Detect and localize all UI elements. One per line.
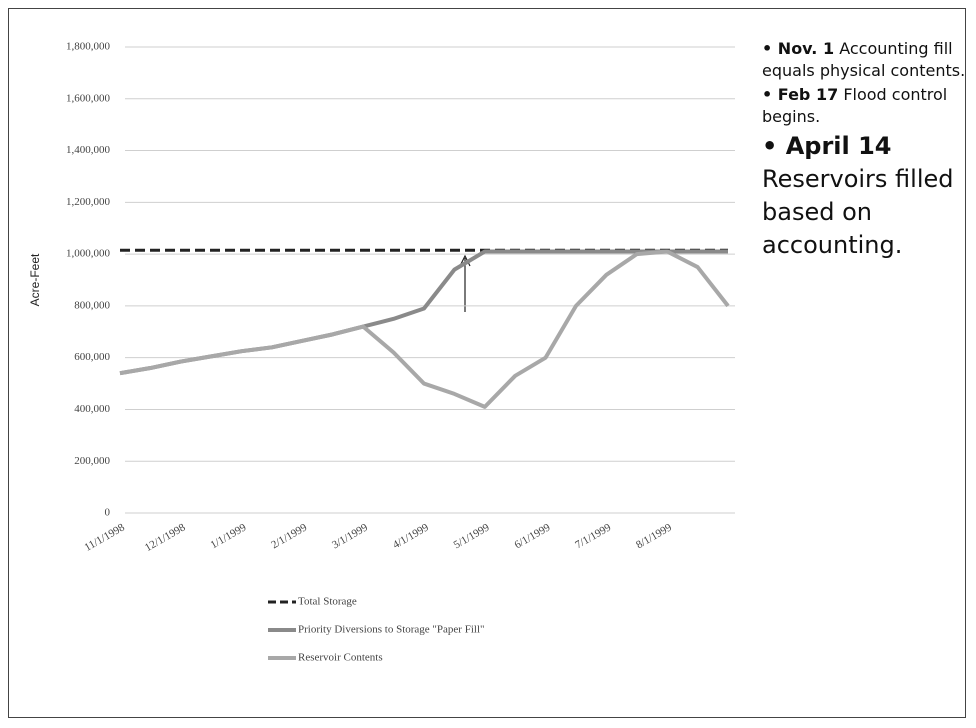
x-tick-label: 8/1/1999 (634, 521, 674, 551)
y-tick-label: 1,800,000 (66, 41, 111, 53)
y-tick-label: 200,000 (74, 455, 110, 467)
x-tick-label: 3/1/1999 (330, 521, 370, 551)
series-line (119, 249, 730, 409)
note-label: April 14 (762, 132, 892, 160)
x-tick-label: 1/1/1999 (208, 521, 248, 551)
note: April 14 Reservoirs filled based on acco… (762, 130, 967, 262)
legend-label: Priority Diversions to Storage "Paper Fi… (298, 624, 485, 636)
y-tick-label: 1,200,000 (66, 196, 111, 208)
y-tick-label: 0 (105, 507, 111, 519)
y-tick-label: 800,000 (74, 299, 110, 311)
note-label: Nov. 1 (762, 39, 834, 58)
x-tick-label: 11/1/1998 (82, 521, 127, 554)
x-tick-label: 2/1/1999 (269, 521, 309, 551)
x-tick-label: 12/1/1998 (143, 521, 188, 554)
y-axis-label: Acre-Feet (28, 253, 42, 306)
notes: Nov. 1 Accounting fill equals physical c… (762, 38, 967, 264)
legend-label: Reservoir Contents (298, 652, 383, 664)
y-tick-label: 1,000,000 (66, 248, 111, 260)
note-text: Reservoirs filled based on accounting. (762, 165, 954, 259)
x-tick-label: 4/1/1999 (391, 521, 431, 551)
x-tick-label: 7/1/1999 (573, 521, 613, 551)
y-tick-label: 1,600,000 (66, 92, 111, 104)
note-text: Flood control begins. (762, 85, 948, 126)
y-tick-label: 400,000 (74, 403, 110, 415)
y-tick-label: 600,000 (74, 351, 110, 363)
y-tick-label: 1,400,000 (66, 144, 111, 156)
slide-frame (8, 8, 966, 718)
note-label: Feb 17 (762, 85, 838, 104)
note-text: Accounting fill equals physical contents… (762, 39, 966, 80)
x-tick-label: 5/1/1999 (452, 521, 492, 551)
note: Feb 17 Flood control begins. (762, 84, 967, 128)
legend-label: Total Storage (298, 596, 357, 608)
x-tick-label: 6/1/1999 (512, 521, 552, 551)
note: Nov. 1 Accounting fill equals physical c… (762, 38, 967, 82)
